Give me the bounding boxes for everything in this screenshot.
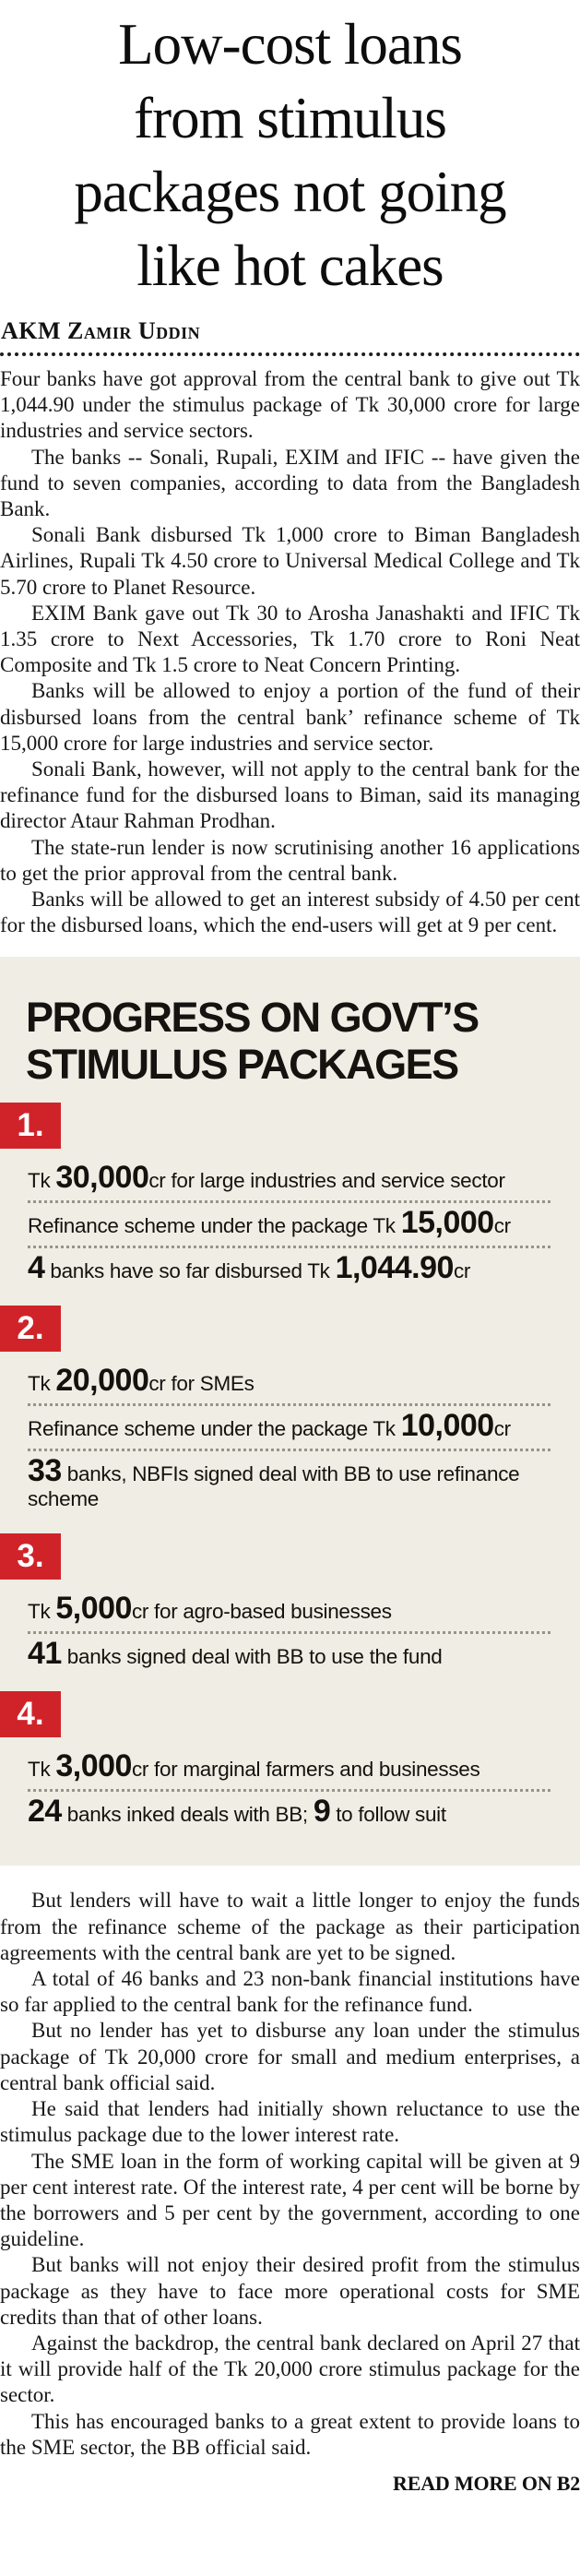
stat-value: 24	[28, 1794, 62, 1830]
newspaper-page: { "colors":{ "accent_red":"#d02329", "in…	[0, 7, 580, 2576]
package-rows: Tk 20,000cr for SMEs Refinance scheme und…	[28, 1361, 550, 1519]
package-item: 1. Tk 30,000cr for large industries and s…	[0, 1103, 580, 1291]
package-item: 3. Tk 5,000cr for agro-based businesses 41…	[0, 1533, 580, 1676]
headline-line: from stimulus	[134, 86, 447, 150]
stat-value: 5,000	[55, 1591, 132, 1627]
package-item: 4. Tk 3,000cr for marginal farmers and bu…	[0, 1691, 580, 1834]
paragraph: EXIM Bank gave out Tk 30 to Arosha Janas…	[0, 601, 580, 677]
paragraph: A total of 46 banks and 23 non-bank fina…	[0, 1967, 580, 2017]
read-more-label: READ MORE ON B2	[393, 2471, 580, 2495]
stat-text: cr	[493, 1214, 511, 1238]
stat-value: 4	[28, 1250, 45, 1286]
paragraph: This has encouraged banks to a great ext…	[0, 2409, 580, 2459]
paragraph: Banks will be allowed to get an interest…	[0, 888, 580, 937]
stat-text: cr	[453, 1259, 471, 1283]
paragraph: The SME loan in the form of working capi…	[0, 2149, 580, 2251]
package-number-badge: 4.	[0, 1691, 61, 1738]
stat-row: 33 banks, NBFIs signed deal with BB to u…	[28, 1449, 550, 1519]
stat-text: cr	[493, 1417, 511, 1441]
infographic-heading: PROGRESS ON GOVT’S STIMULUS PACKAGES	[26, 994, 554, 1088]
infographic-heading-line: STIMULUS PACKAGES	[26, 1041, 459, 1089]
stat-text: Refinance scheme under the package Tk	[28, 1417, 401, 1441]
stat-row: Tk 30,000cr for large industries and ser…	[28, 1158, 550, 1200]
stat-row: Tk 20,000cr for SMEs	[28, 1361, 550, 1403]
byline: AKM Zamir Uddin	[1, 317, 201, 344]
stat-row: 24 banks inked deals with BB; 9 to follo…	[28, 1789, 550, 1834]
stat-text: Tk	[28, 1758, 56, 1782]
article-bottom-paragraphs: But lenders will have to wait a little l…	[0, 1888, 580, 2460]
paragraph: The banks -- Sonali, Rupali, EXIM and IF…	[0, 445, 580, 521]
headline-line: Low-cost loans	[118, 12, 463, 77]
stat-text: cr for agro-based businesses	[131, 1600, 392, 1624]
article-top-paragraphs: Four banks have got approval from the ce…	[0, 366, 580, 938]
package-rows: Tk 3,000cr for marginal farmers and busi…	[28, 1747, 550, 1834]
stat-text: banks signed deal with BB to use the fun…	[61, 1645, 443, 1669]
stat-text: cr for SMEs	[148, 1372, 254, 1396]
stat-row: 4 banks have so far disbursed Tk 1,044.9…	[28, 1246, 550, 1291]
package-rows: Tk 30,000cr for large industries and ser…	[28, 1158, 550, 1291]
package-number-badge: 1.	[0, 1103, 61, 1150]
stat-text: banks, NBFIs signed deal with BB to use …	[28, 1462, 520, 1511]
stat-text: Tk	[28, 1600, 56, 1624]
stat-row: 41 banks signed deal with BB to use the …	[28, 1631, 550, 1676]
stat-value: 30,000	[55, 1160, 149, 1196]
stat-text: Tk	[28, 1169, 56, 1193]
paragraph: The state-run lender is now scrutinising…	[0, 835, 580, 885]
infographic-box: PROGRESS ON GOVT’S STIMULUS PACKAGES 1. Tk…	[0, 957, 580, 1866]
paragraph: Banks will be allowed to enjoy a portion…	[0, 679, 580, 755]
stat-text: banks have so far disbursed Tk	[44, 1259, 336, 1283]
stat-row: Refinance scheme under the package Tk 10…	[28, 1403, 550, 1449]
infographic-items: 1. Tk 30,000cr for large industries and s…	[0, 1103, 580, 1834]
package-number-badge: 3.	[0, 1533, 61, 1580]
stat-value: 41	[28, 1636, 62, 1672]
paragraph: Four banks have got approval from the ce…	[0, 367, 580, 443]
paragraph: Against the backdrop, the central bank d…	[0, 2331, 580, 2407]
package-rows: Tk 5,000cr for agro-based businesses 41 b…	[28, 1589, 550, 1676]
paragraph: But lenders will have to wait a little l…	[0, 1889, 580, 1964]
stat-row: Tk 3,000cr for marginal farmers and busi…	[28, 1747, 550, 1789]
stat-value: 33	[28, 1453, 62, 1489]
headline: Low-cost loans from stimulus packages not …	[2, 7, 578, 303]
package-number-badge: 2.	[0, 1306, 61, 1353]
stat-text: cr for large industries and service sect…	[148, 1169, 505, 1193]
package-item: 2. Tk 20,000cr for SMEs Refinance scheme u…	[0, 1306, 580, 1519]
stat-value: 3,000	[55, 1748, 132, 1784]
paragraph: Sonali Bank, however, will not apply to …	[0, 757, 580, 833]
stat-value: 15,000	[400, 1205, 495, 1241]
stat-value: 1,044.90	[335, 1250, 455, 1286]
stat-row: Tk 5,000cr for agro-based businesses	[28, 1589, 550, 1631]
stat-text: to follow suit	[330, 1803, 446, 1827]
headline-line: packages not going	[74, 160, 506, 224]
paragraph: He said that lenders had initially shown…	[0, 2097, 580, 2147]
paragraph: But no lender has yet to disburse any lo…	[0, 2019, 580, 2094]
stat-value: 20,000	[55, 1363, 149, 1399]
byline-dotted-rule	[0, 352, 580, 356]
headline-line: like hot cakes	[136, 233, 444, 298]
stat-text: cr for marginal farmers and businesses	[131, 1758, 480, 1782]
stat-text: Refinance scheme under the package Tk	[28, 1214, 401, 1238]
stat-row: Refinance scheme under the package Tk 15…	[28, 1200, 550, 1246]
stat-text: Tk	[28, 1372, 56, 1396]
infographic-heading-line: PROGRESS ON GOVT’S	[26, 994, 479, 1042]
stat-text: banks inked deals with BB;	[61, 1803, 314, 1827]
paragraph: But banks will not enjoy their desired p…	[0, 2253, 580, 2329]
stat-value: 10,000	[400, 1408, 495, 1444]
stat-value: 9	[313, 1794, 331, 1830]
paragraph: Sonali Bank disbursed Tk 1,000 crore to …	[0, 523, 580, 599]
